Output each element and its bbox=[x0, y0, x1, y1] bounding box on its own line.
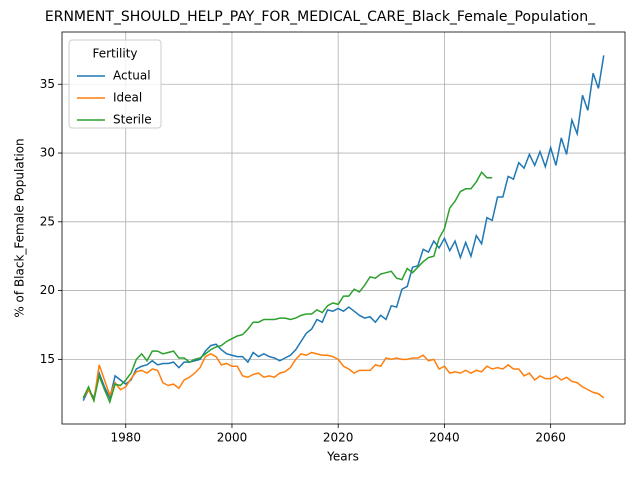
y-tick-label: 30 bbox=[40, 146, 55, 160]
x-axis-label: Years bbox=[326, 450, 359, 464]
y-tick-label: 25 bbox=[40, 214, 55, 228]
x-tick-label: 2060 bbox=[535, 431, 566, 445]
series-line bbox=[82, 171, 493, 405]
x-tick-label: 2000 bbox=[217, 431, 248, 445]
series-line bbox=[82, 351, 605, 404]
y-tick-label: 35 bbox=[40, 77, 55, 91]
legend-box bbox=[68, 39, 162, 129]
x-tick-label: 2020 bbox=[323, 431, 354, 445]
x-tick-label: 1980 bbox=[110, 431, 141, 445]
y-axis-label: % of Black_Female Population bbox=[13, 138, 27, 317]
series-line bbox=[82, 55, 605, 401]
legend-title: Fertility bbox=[92, 47, 137, 61]
legend-label: Actual bbox=[113, 69, 151, 83]
y-tick-label: 20 bbox=[40, 283, 55, 297]
chart-title: ERNMENT_SHOULD_HELP_PAY_FOR_MEDICAL_CARE… bbox=[45, 9, 596, 25]
x-tick-label: 2040 bbox=[429, 431, 460, 445]
legend-label: Ideal bbox=[113, 91, 142, 105]
plot-frame bbox=[61, 31, 626, 425]
legend-label: Sterile bbox=[113, 113, 152, 127]
y-tick-label: 15 bbox=[40, 352, 55, 366]
